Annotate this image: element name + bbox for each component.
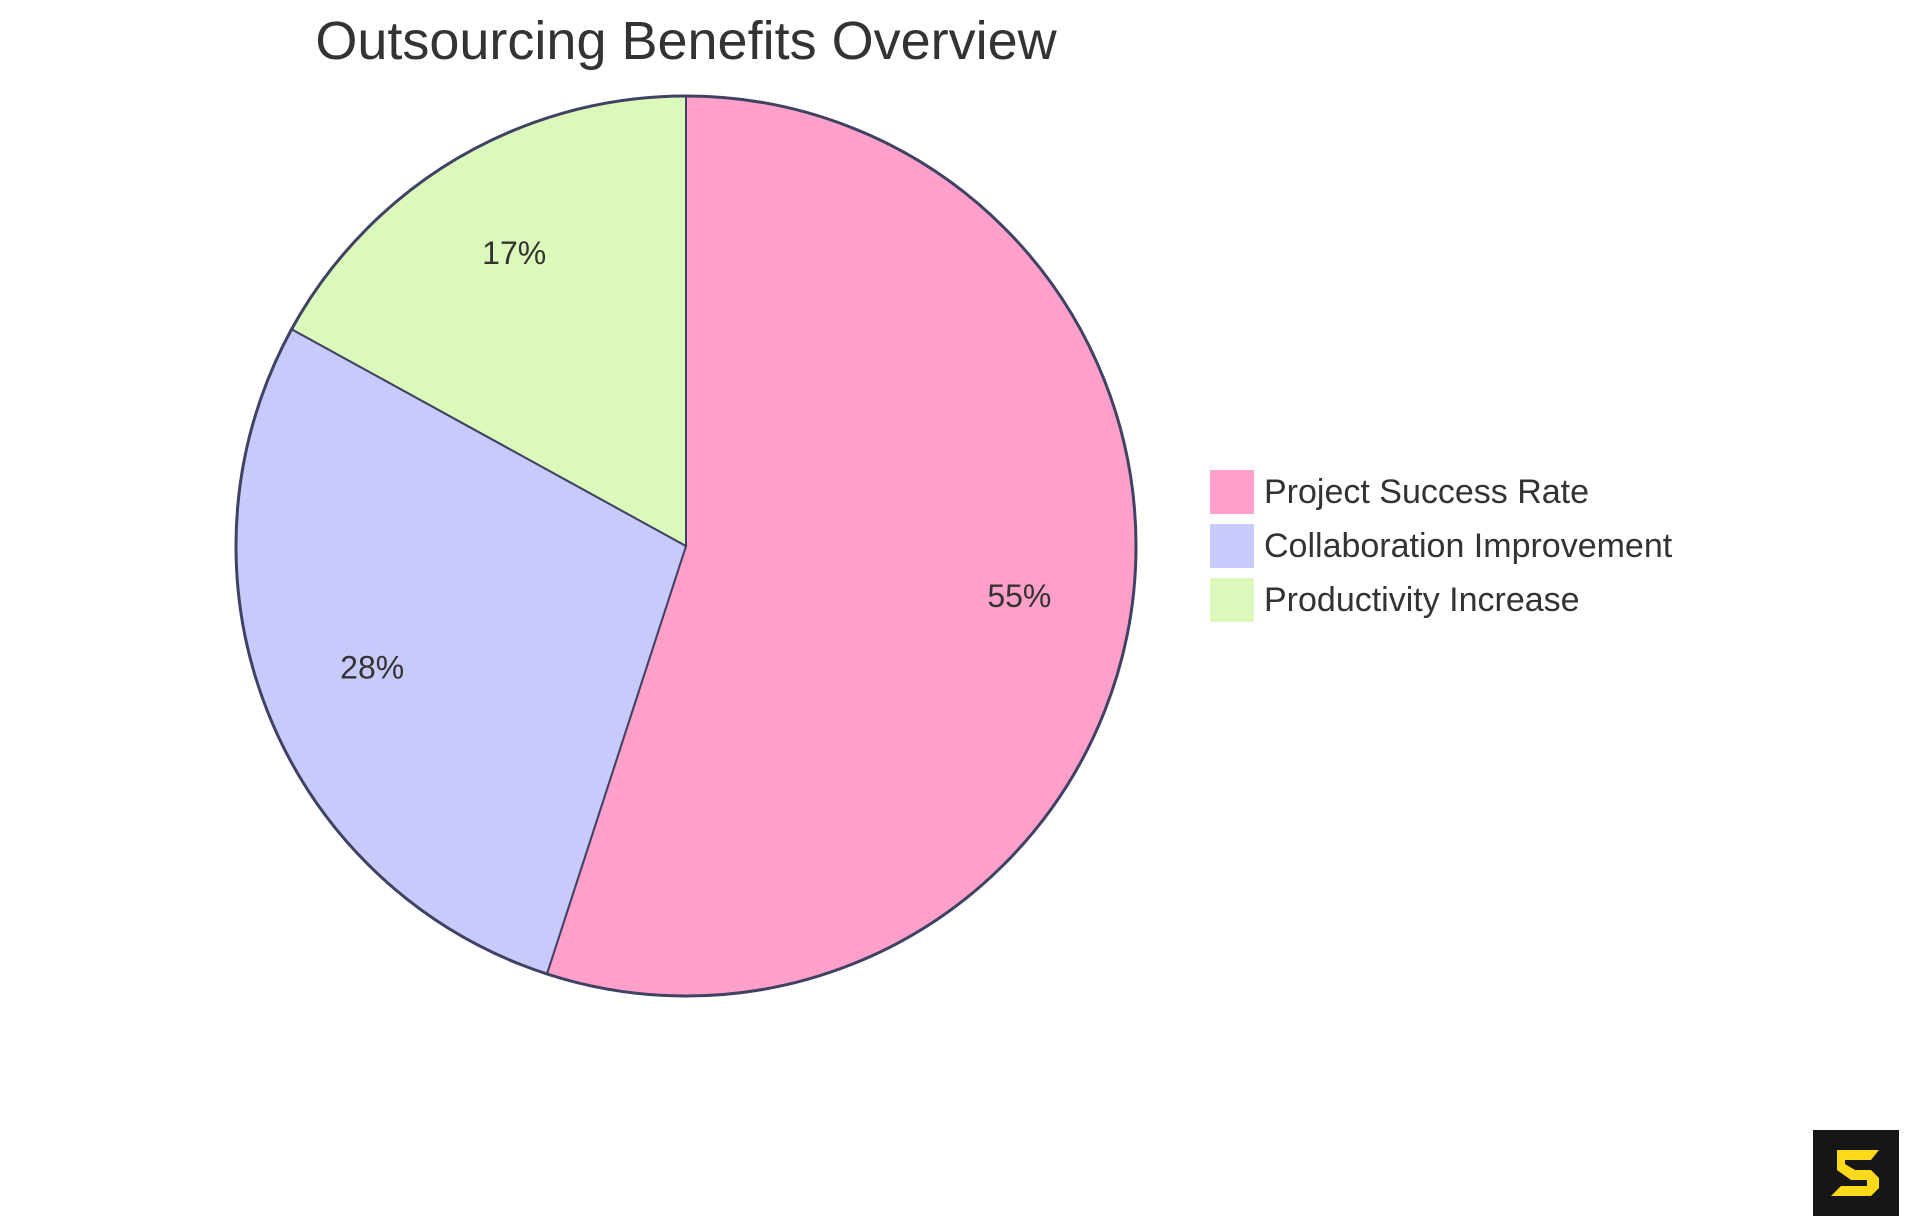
brand-logo xyxy=(1813,1130,1899,1216)
slice-percent-label: 17% xyxy=(482,235,546,271)
legend-label: Collaboration Improvement xyxy=(1264,526,1673,565)
legend-swatch xyxy=(1210,578,1254,622)
slice-percent-label: 55% xyxy=(987,578,1051,614)
legend-item: Collaboration Improvement xyxy=(1210,519,1672,573)
legend-label: Productivity Increase xyxy=(1264,580,1580,619)
legend-swatch xyxy=(1210,524,1254,568)
pie-outline xyxy=(234,94,1138,998)
legend-label: Project Success Rate xyxy=(1264,472,1590,511)
legend-swatch xyxy=(1210,470,1254,514)
chart-title: Outsourcing Benefits Overview xyxy=(315,11,1057,71)
legend-item: Productivity Increase xyxy=(1210,573,1672,627)
slice-percent-label: 28% xyxy=(340,650,404,686)
pie-chart: 55% 28% 17% xyxy=(234,94,1138,998)
legend-item: Project Success Rate xyxy=(1210,465,1672,519)
legend: Project Success Rate Collaboration Improv… xyxy=(1210,465,1672,627)
s-logo-icon xyxy=(1831,1150,1879,1196)
